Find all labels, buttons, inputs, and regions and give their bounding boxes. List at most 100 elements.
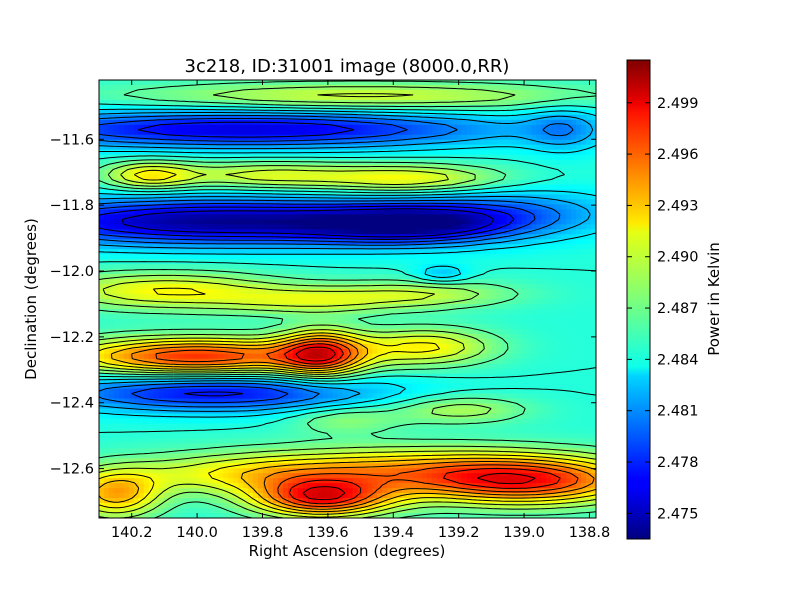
heatmap-cell [178, 264, 185, 270]
heatmap-cell [491, 94, 498, 101]
heatmap-cell [332, 104, 339, 111]
heatmap-cell [208, 169, 214, 176]
heatmap-cell [531, 144, 537, 151]
heatmap-cell [173, 104, 180, 111]
heatmap-cell [516, 308, 523, 315]
heatmap-cell [506, 154, 513, 161]
heatmap-cell [332, 234, 339, 240]
heatmap-cell [531, 154, 537, 161]
heatmap-cell [317, 249, 324, 255]
heatmap-cell [561, 239, 567, 245]
heatmap-cell [387, 149, 393, 156]
heatmap-cell [466, 114, 473, 121]
heatmap-cell [422, 209, 428, 215]
heatmap-cell [148, 318, 155, 325]
heatmap-cell [347, 174, 354, 181]
heatmap-cell [218, 313, 224, 320]
heatmap-cell [481, 308, 488, 315]
heatmap-cell [566, 249, 572, 255]
heatmap-cell [307, 84, 314, 91]
heatmap-cell [571, 204, 577, 211]
heatmap-cell [382, 294, 388, 300]
heatmap-cell [277, 264, 284, 270]
heatmap-cell [417, 224, 423, 230]
heatmap-cell [511, 209, 518, 215]
heatmap-cell [243, 124, 249, 131]
heatmap-cell [362, 84, 368, 91]
heatmap-cell [576, 269, 582, 275]
heatmap-cell [297, 264, 304, 270]
heatmap-cell [486, 104, 493, 111]
heatmap-cell [123, 84, 130, 91]
heatmap-cell [576, 194, 582, 201]
heatmap-cell [213, 264, 219, 270]
heatmap-cell [407, 229, 413, 235]
heatmap-cell [183, 159, 190, 166]
heatmap-cell [213, 254, 219, 260]
heatmap-cell [461, 99, 468, 106]
heatmap-cell [193, 214, 199, 220]
heatmap-cell [422, 313, 428, 320]
heatmap-cell [99, 274, 105, 280]
heatmap-cell [466, 169, 473, 176]
heatmap-cell [427, 144, 433, 151]
heatmap-cell [481, 294, 488, 300]
heatmap-cell [327, 119, 334, 126]
heatmap-cell [576, 119, 582, 126]
heatmap-cell [312, 323, 319, 330]
heatmap-cell [436, 89, 443, 96]
heatmap-cell [402, 279, 408, 285]
heatmap-cell [99, 234, 105, 240]
heatmap-cell [591, 274, 596, 280]
heatmap-cell [342, 299, 349, 305]
heatmap-cell [168, 189, 175, 196]
heatmap-cell [581, 254, 587, 260]
heatmap-cell [352, 224, 359, 230]
heatmap-cell [576, 80, 582, 86]
heatmap-cell [372, 274, 378, 280]
heatmap-cell [292, 318, 299, 325]
heatmap-cell [521, 139, 528, 146]
heatmap-cell [163, 279, 170, 285]
heatmap-cell [556, 229, 562, 235]
heatmap-cell [476, 284, 483, 290]
heatmap-cell [511, 149, 518, 156]
heatmap-cell [541, 184, 547, 191]
heatmap-cell [551, 199, 557, 206]
heatmap-cell [407, 224, 413, 230]
heatmap-cell [436, 144, 443, 151]
heatmap-cell [302, 114, 309, 121]
heatmap-cell [591, 89, 596, 96]
heatmap-cell [188, 199, 195, 206]
heatmap-cell [143, 159, 150, 166]
heatmap-cell [566, 318, 572, 325]
heatmap-cell [481, 199, 488, 206]
heatmap-cell [397, 259, 403, 265]
heatmap-cell [551, 289, 557, 295]
heatmap-cell [496, 99, 503, 106]
heatmap-cell [183, 284, 190, 290]
heatmap-cell [491, 194, 498, 201]
heatmap-cell [521, 303, 528, 310]
heatmap-cell [357, 303, 364, 310]
heatmap-cell [297, 139, 304, 146]
heatmap-cell [302, 169, 309, 176]
heatmap-cell [441, 80, 448, 86]
heatmap-cell [422, 229, 428, 235]
heatmap-cell [422, 80, 428, 86]
heatmap-cell [173, 244, 180, 250]
heatmap-cell [203, 104, 209, 111]
heatmap-cell [372, 209, 378, 215]
heatmap-cell [402, 139, 408, 146]
heatmap-cell [526, 284, 532, 290]
heatmap-cell [367, 164, 373, 171]
heatmap-cell [253, 318, 259, 325]
heatmap-cell [282, 89, 289, 96]
heatmap-cell [427, 219, 433, 225]
heatmap-cell [253, 284, 259, 290]
heatmap-cell [591, 174, 596, 181]
heatmap-cell [133, 254, 140, 260]
heatmap-cell [541, 174, 547, 181]
heatmap-cell [267, 259, 274, 265]
heatmap-cell [312, 254, 319, 260]
